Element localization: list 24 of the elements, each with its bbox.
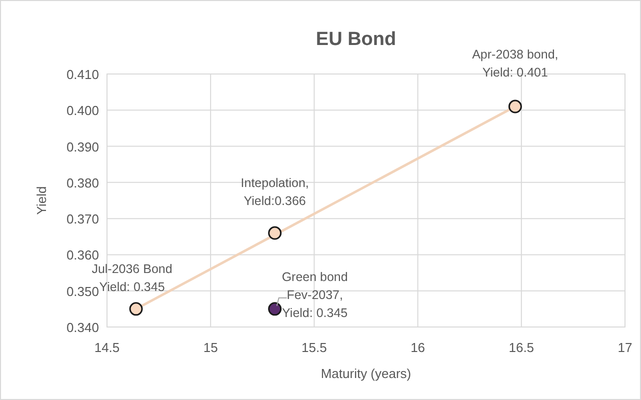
y-tick-label: 0.340 — [66, 320, 99, 335]
x-axis-title: Maturity (years) — [320, 366, 412, 381]
y-tick-label: 0.400 — [66, 103, 99, 118]
y-tick-label: 0.350 — [66, 284, 99, 299]
y-tick-label: 0.370 — [66, 212, 99, 227]
y-tick-label: 0.360 — [66, 248, 99, 263]
y-tick-label: 0.390 — [66, 139, 99, 154]
chart-title: EU Bond — [316, 29, 396, 50]
x-tick-label: 15.5 — [302, 340, 327, 355]
x-tick-label: 16.5 — [508, 340, 534, 355]
annotation: Intepolation, Yield:0.366 — [240, 176, 309, 208]
point — [508, 100, 522, 114]
y-tick-label: 0.410 — [66, 67, 99, 82]
point — [268, 226, 282, 240]
annotation: Apr-2038 bond, Yield: 0.401 — [472, 48, 558, 80]
x-tick-label: 14.5 — [94, 340, 120, 355]
x-tick-label: 15 — [203, 340, 218, 355]
x-tick-label: 16 — [410, 340, 426, 355]
y-axis-title: Yield — [34, 186, 49, 215]
annotation: Green bond Fev-2037, Yield: 0.345 — [282, 270, 348, 320]
point — [268, 302, 282, 316]
y-tick-label: 0.380 — [66, 175, 99, 190]
point — [129, 302, 143, 316]
x-tick-label: 17 — [618, 340, 632, 355]
